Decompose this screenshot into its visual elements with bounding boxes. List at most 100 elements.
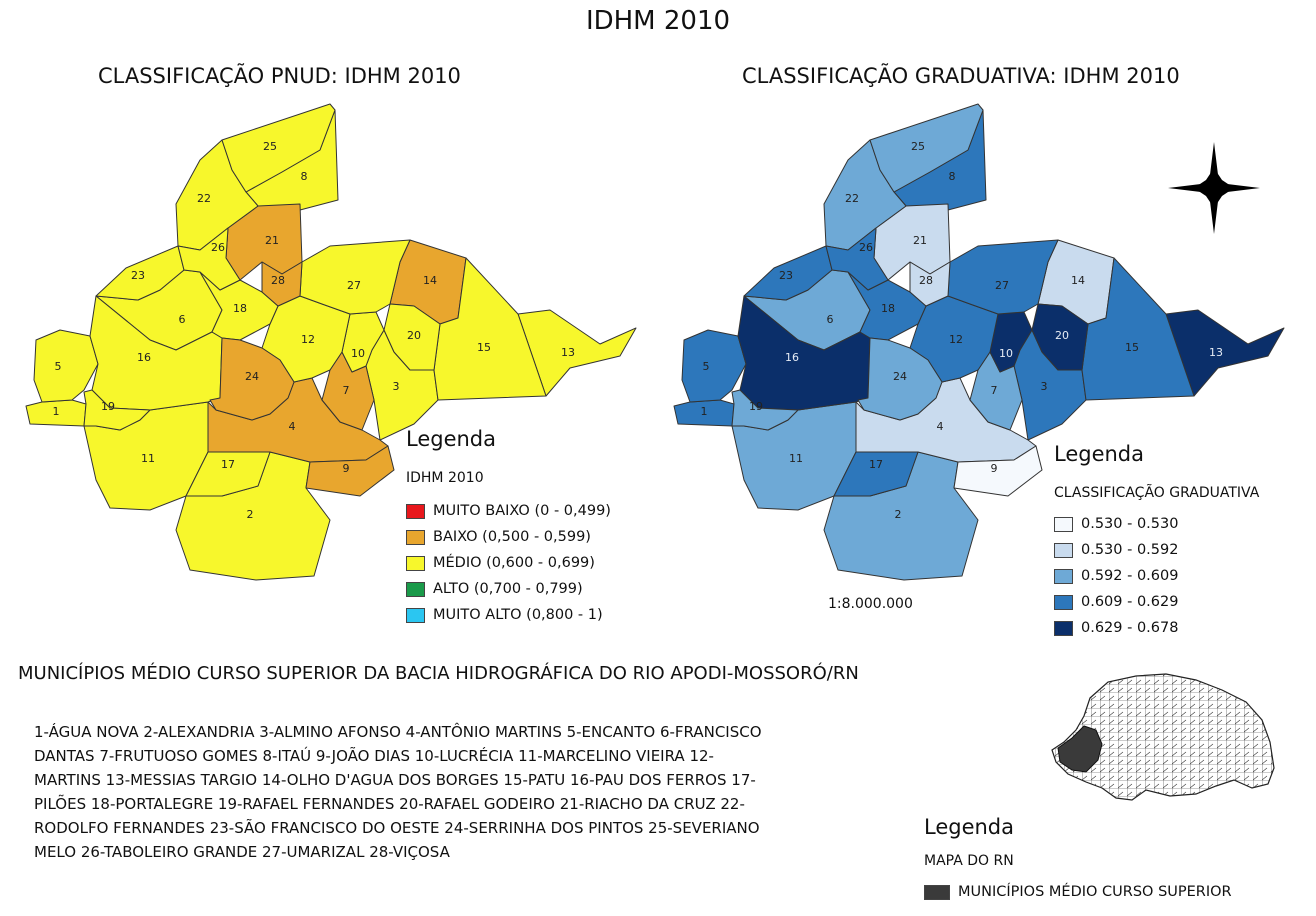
municipality-3-label: 3 [1041, 380, 1048, 393]
legend-label: 0.629 - 0.678 [1081, 620, 1179, 636]
municipality-12-label: 12 [949, 333, 963, 346]
legend-swatch [1054, 516, 1073, 532]
legend-label: 0.530 - 0.530 [1081, 516, 1179, 532]
municipality-list: 1-ÁGUA NOVA 2-ALEXANDRIA 3-ALMINO AFONSO… [34, 720, 894, 864]
municipality-23-label: 23 [779, 269, 793, 282]
municipality-9-region [953, 445, 1043, 497]
municipality-9-label: 9 [991, 462, 998, 475]
municipality-27-label: 27 [347, 279, 361, 292]
rn-legend-item: MUNICÍPIOS MÉDIO CURSO SUPERIOR [924, 884, 1232, 900]
municipality-7-label: 7 [991, 384, 998, 397]
legend-swatch [406, 529, 425, 545]
list-item: 1-ÁGUA NOVA 2-ALEXANDRIA 3-ALMINO AFONSO… [34, 723, 762, 741]
municipality-13-label: 13 [1209, 346, 1223, 359]
municipality-19-region [83, 389, 151, 431]
municipality-20-region [383, 303, 441, 371]
municipality-6-label: 6 [827, 313, 834, 326]
municipality-20-region [1031, 303, 1089, 371]
legend-item: 0.629 - 0.678 [1054, 615, 1178, 641]
municipality-9-label: 9 [343, 462, 350, 475]
municipality-18-label: 18 [881, 302, 895, 315]
municipality-4-label: 4 [289, 420, 296, 433]
legend-label: MUNICÍPIOS MÉDIO CURSO SUPERIOR [958, 884, 1232, 900]
rn-locator-map [1051, 673, 1275, 801]
municipality-16-region [89, 295, 223, 411]
municipality-4-label: 4 [937, 420, 944, 433]
list-item: DANTAS 7-FRUTUOSO GOMES 8-ITAÚ 9-JOÃO DI… [34, 747, 714, 765]
municipality-24-label: 24 [893, 370, 907, 383]
municipality-18-label: 18 [233, 302, 247, 315]
legend-label: 0.592 - 0.609 [1081, 568, 1179, 584]
municipality-26-region [825, 227, 889, 291]
municipality-7-label: 7 [343, 384, 350, 397]
legend-swatch [1054, 568, 1073, 584]
municipality-19-label: 19 [101, 400, 115, 413]
municipality-24-region [209, 337, 295, 421]
municipality-2-label: 2 [895, 508, 902, 521]
list-item: PILÕES 18-PORTALEGRE 19-RAFAEL FERNANDES… [34, 795, 745, 813]
highlighted-municipalities [1057, 725, 1103, 773]
graduated-legend-subtitle: CLASSIFICAÇÃO GRADUATIVA [1054, 485, 1260, 501]
legend-item: 0.530 - 0.530 [1054, 511, 1178, 537]
municipality-25-label: 25 [263, 140, 277, 153]
municipality-19-label: 19 [749, 400, 763, 413]
municipality-24-label: 24 [245, 370, 259, 383]
municipality-15-region [1081, 257, 1195, 401]
pnud-legend: MUITO BAIXO (0 - 0,499) BAIXO (0,500 - 0… [406, 498, 611, 628]
graduated-map-title: CLASSIFICAÇÃO GRADUATIVA: IDHM 2010 [742, 64, 1180, 88]
municipality-8-label: 8 [949, 170, 956, 183]
municipality-13-region [517, 309, 637, 397]
legend-item: BAIXO (0,500 - 0,599) [406, 524, 611, 550]
municipality-16-label: 16 [137, 351, 151, 364]
legend-item: 0.592 - 0.609 [1054, 563, 1178, 589]
basin-title: MUNICÍPIOS MÉDIO CURSO SUPERIOR DA BACIA… [18, 663, 859, 684]
municipality-15-label: 15 [477, 341, 491, 354]
compass-rose-icon [1168, 142, 1260, 234]
municipality-17-label: 17 [869, 458, 883, 471]
list-item: RODOLFO FERNANDES 23-SÃO FRANCISCO DO OE… [34, 819, 760, 837]
municipality-25-region [221, 103, 336, 193]
legend-label: 0.530 - 0.592 [1081, 542, 1179, 558]
legend-item: MUITO BAIXO (0 - 0,499) [406, 498, 611, 524]
legend-item: ALTO (0,700 - 0,799) [406, 576, 611, 602]
legend-swatch [1054, 594, 1073, 610]
municipality-3-label: 3 [393, 380, 400, 393]
graduated-legend: 0.530 - 0.530 0.530 - 0.592 0.592 - 0.60… [1054, 511, 1178, 641]
legend-item: 0.609 - 0.629 [1054, 589, 1178, 615]
municipality-21-label: 21 [913, 234, 927, 247]
municipality-5-label: 5 [703, 360, 710, 373]
municipality-17-region [833, 451, 919, 497]
municipality-6-label: 6 [179, 313, 186, 326]
legend-swatch [406, 607, 425, 623]
municipality-20-label: 20 [1055, 329, 1069, 342]
graduated-choropleth-map: 1234567891011121314151617181920212223242… [673, 103, 1285, 581]
legend-item: 0.530 - 0.592 [1054, 537, 1178, 563]
municipality-28-label: 28 [271, 274, 285, 287]
municipality-10-label: 10 [351, 347, 365, 360]
pnud-map-title: CLASSIFICAÇÃO PNUD: IDHM 2010 [98, 64, 461, 88]
municipality-1-label: 1 [53, 405, 60, 418]
municipality-14-label: 14 [423, 274, 437, 287]
municipality-26-label: 26 [211, 241, 225, 254]
municipality-14-label: 14 [1071, 274, 1085, 287]
municipality-28-region [909, 261, 951, 307]
municipality-8-label: 8 [301, 170, 308, 183]
municipality-27-region [947, 239, 1059, 315]
municipality-26-region [177, 227, 241, 291]
legend-item: MÉDIO (0,600 - 0,699) [406, 550, 611, 576]
legend-swatch [406, 555, 425, 571]
legend-label: BAIXO (0,500 - 0,599) [433, 529, 591, 545]
municipality-27-label: 27 [995, 279, 1009, 292]
municipality-22-label: 22 [197, 192, 211, 205]
municipality-2-label: 2 [247, 508, 254, 521]
municipality-25-region [869, 103, 984, 193]
municipality-24-region [857, 337, 943, 421]
legend-swatch [924, 884, 950, 900]
municipality-17-region [185, 451, 271, 497]
pnud-legend-subtitle: IDHM 2010 [406, 470, 484, 486]
municipality-28-label: 28 [919, 274, 933, 287]
municipality-22-label: 22 [845, 192, 859, 205]
municipality-13-label: 13 [561, 346, 575, 359]
legend-swatch [406, 581, 425, 597]
legend-label: MÉDIO (0,600 - 0,699) [433, 555, 595, 571]
